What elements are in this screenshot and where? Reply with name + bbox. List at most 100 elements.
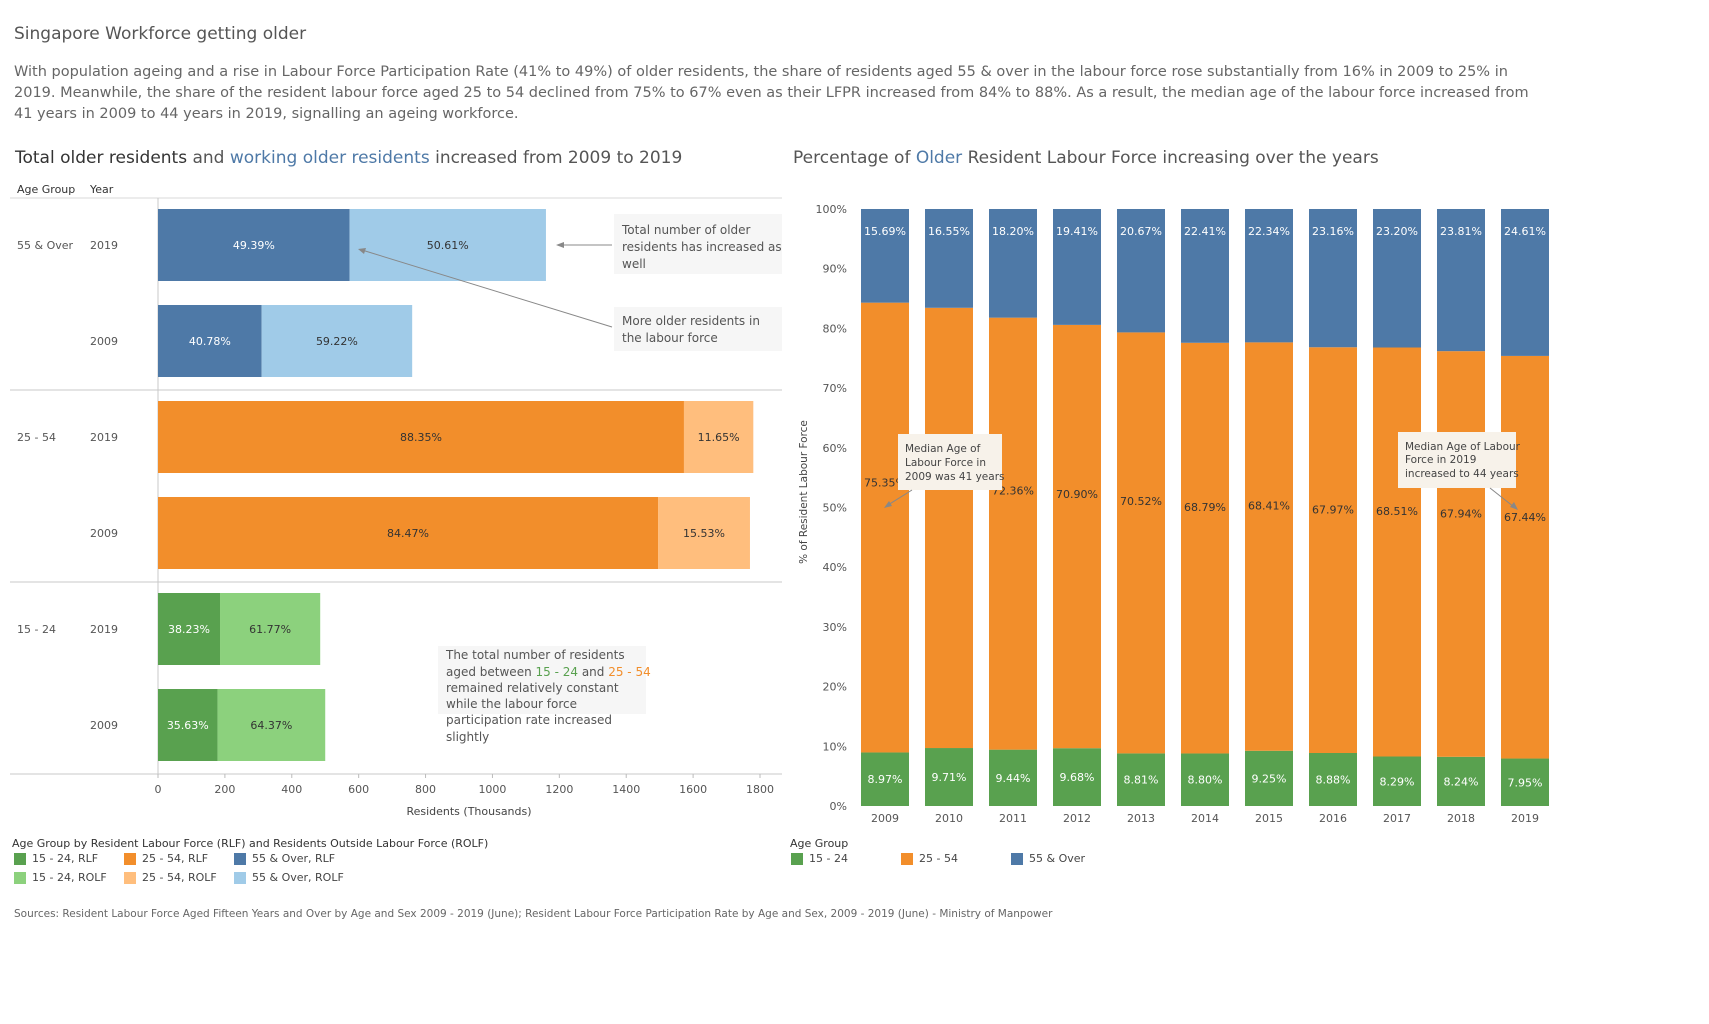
column-label: 24.61% [1504,225,1546,238]
year-label: 2019 [90,239,118,252]
y-tick-label: 80% [823,322,847,335]
column-segment [1181,209,1229,343]
annotation-total-line1: Total number of older [621,223,751,237]
right-chart-title: Percentage of Older Resident Labour Forc… [793,148,1379,168]
x-tick-label: 2012 [1063,812,1091,825]
annotation-arrow-median-2019 [1489,487,1515,508]
column-label: 15.69% [864,225,906,238]
legend-swatch [791,852,803,865]
left-legend: 15 - 24, RLF 25 - 54, RLF 55 & Over, RLF… [14,852,354,884]
column-label: 18.20% [992,225,1034,238]
bar-rolf [220,593,321,665]
column-label: 8.80% [1188,774,1223,787]
column-segment [1245,342,1293,751]
bar-rlf [158,209,350,281]
age-group-label: 55 & Over [17,239,74,252]
legend-swatch [1011,852,1023,865]
column-label: 67.44% [1504,511,1546,524]
column-segment [1501,758,1549,806]
column-label: 68.79% [1184,501,1226,514]
column-label: 67.94% [1440,507,1482,520]
column-segment [1245,750,1293,806]
year-label: 2009 [90,335,118,348]
column-segment [1373,756,1421,806]
column-segment [1309,347,1357,753]
column-segment [861,752,909,806]
column-segment [1437,756,1485,806]
sources-note: Sources: Resident Labour Force Aged Fift… [14,908,1053,920]
column-segment [925,307,973,749]
x-tick-label: 2017 [1383,812,1411,825]
legend-swatch [234,852,246,865]
year-label: 2009 [90,527,118,540]
annotation-more-line1: More older residents in [622,314,760,328]
age-group-label: 25 - 54 [17,431,56,444]
column-segment [1437,209,1485,352]
column-label: 68.41% [1248,500,1290,513]
left-title-part3: working older residents [229,148,430,168]
column-segment [861,209,909,303]
x-tick-label: 2016 [1319,812,1347,825]
bar-label-rolf: 64.37% [250,719,292,732]
left-title-part1: Total older residents [15,148,188,168]
annotation-box-more [614,307,782,351]
x-tick-label: 2015 [1255,812,1283,825]
legend-swatch [14,871,26,884]
right-y-axis: 0% 10% 20% 30% 40% 50% 60% 70% 80% 90% 100% % of Re… [798,203,847,813]
legend-swatch [234,871,246,884]
bar-label-rlf: 38.23% [168,623,210,636]
y-tick-label: 90% [823,263,847,276]
legend-item-25-rolf: 25 - 54, ROLF [124,871,234,884]
x-tick-label: 2009 [871,812,899,825]
legend-item-55-rlf: 55 & Over, RLF [234,852,354,865]
bar-rlf [158,305,262,377]
right-bars: 8.97%75.35%15.69%20099.71%73.74%16.55%20… [861,209,1549,825]
bar-rolf [217,689,326,761]
y-tick-label: 20% [823,681,847,694]
bar-label-rolf: 15.53% [683,527,725,540]
column-segment [925,748,973,806]
x-tick-label: 2010 [935,812,963,825]
legend-item-25-rlf: 25 - 54, RLF [124,852,234,865]
column-label: 8.88% [1316,773,1351,786]
x-tick-label: 2014 [1191,812,1219,825]
column-label: 70.90% [1056,488,1098,501]
annotation-constant-line5: participation rate increased [446,713,612,727]
column-segment [1053,209,1101,325]
x-tick-label: 2019 [1511,812,1539,825]
year-label: 2019 [90,431,118,444]
column-segment [989,317,1037,750]
column-label: 9.68% [1060,771,1095,784]
column-label: 7.95% [1508,776,1543,789]
bar-label-rolf: 50.61% [427,239,469,252]
column-segment [1053,324,1101,749]
y-tick-label: 60% [823,442,847,455]
x-tick-label: 200 [214,783,235,796]
column-label: 8.97% [868,773,903,786]
left-chart-title: Total older residents and working older … [15,148,682,168]
age-group-header: Age Group [17,183,76,196]
right-title-part3: Resident Labour Force increasing over th… [962,148,1379,168]
column-label: 67.97% [1312,504,1354,517]
column-label: 72.36% [992,484,1034,497]
stacked-column-chart: 0% 10% 20% 30% 40% 50% 60% 70% 80% 90% 100% % of Re… [798,203,1549,825]
annotation-constant-line3: remained relatively constant [446,681,619,695]
legend-swatch [124,852,136,865]
legend-label: 55 & Over, RLF [252,852,336,865]
column-label: 22.34% [1248,225,1290,238]
left-annotations: Total number of older residents has incr… [358,214,782,744]
bar-label-rlf: 88.35% [400,431,442,444]
bar-rlf [158,593,221,665]
y-tick-label: 50% [823,502,847,515]
annotation-median-2019-line1: Median Age of Labour [1405,441,1521,453]
annotation-median-2009-line1: Median Age of [905,443,981,455]
legend-item-15-rolf: 15 - 24, ROLF [14,871,124,884]
page-title: Singapore Workforce getting older [14,24,307,44]
annotation-arrowhead-median-2019 [1510,502,1518,510]
right-annotations: Median Age of Labour Force in 2009 was 4… [884,432,1521,510]
column-segment [1373,209,1421,348]
legend-item-15: 15 - 24 [791,852,901,865]
column-segment [1245,209,1293,343]
y-tick-label: 30% [823,621,847,634]
column-segment [1373,347,1421,757]
